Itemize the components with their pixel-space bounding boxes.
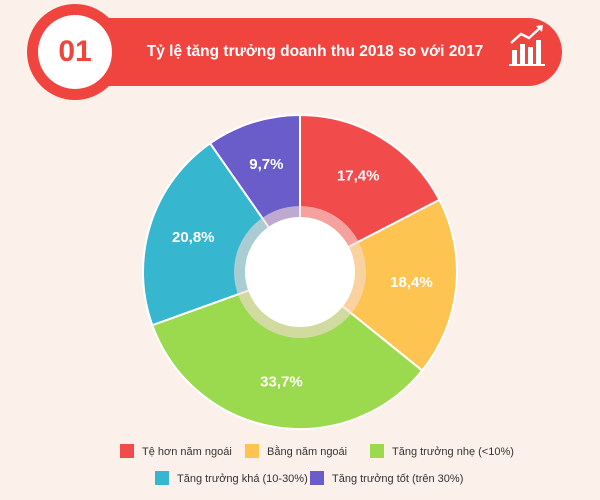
legend-swatch — [245, 444, 259, 458]
slice-label: 18,4% — [390, 274, 433, 291]
legend-label: Tệ hơn năm ngoái — [142, 446, 232, 458]
legend-swatch — [370, 444, 384, 458]
chart-icon — [509, 25, 545, 66]
slice-label: 20,8% — [172, 229, 215, 246]
header-bar — [40, 18, 562, 86]
legend-label: Tăng trưởng khá (10-30%) — [177, 473, 308, 485]
donut-slice — [151, 270, 424, 430]
donut-hole — [245, 217, 355, 327]
donut-slice — [298, 198, 458, 372]
legend-swatch — [120, 444, 134, 458]
legend-label: Tăng trưởng nhẹ (<10%) — [392, 446, 514, 458]
legend-label: Tăng trưởng tốt (trên 30%) — [332, 473, 463, 485]
legend-swatch — [155, 471, 169, 485]
legend-label: Bằng năm ngoái — [267, 445, 347, 458]
badge-circle — [38, 15, 112, 89]
legend-swatch — [310, 471, 324, 485]
slice-label: 33,7% — [260, 373, 303, 390]
slice-label: 17,4% — [337, 167, 380, 184]
legend: Tệ hơn năm ngoái Bằng năm ngoái Tăng trưởn… — [120, 444, 514, 485]
chart-title: Tỷ lệ tăng trưởng doanh thu 2018 so với … — [147, 43, 483, 60]
slice-label: 9,7% — [249, 156, 283, 173]
badge-number: 01 — [58, 35, 91, 68]
